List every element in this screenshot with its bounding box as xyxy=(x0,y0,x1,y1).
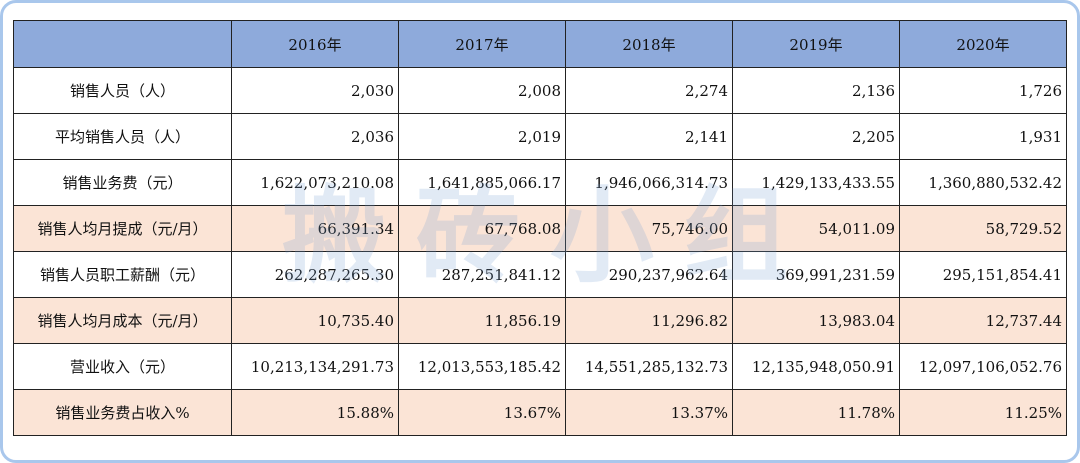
row-label: 销售人员（人） xyxy=(13,67,232,114)
table-cell: 15.88% xyxy=(231,389,399,436)
row-label: 销售人均月提成（元/月） xyxy=(13,205,232,252)
table-row: 销售人员职工薪酬（元） 262,287,265.30 287,251,841.1… xyxy=(13,251,1067,298)
table-row: 销售业务费（元） 1,622,073,210.08 1,641,885,066.… xyxy=(13,159,1067,206)
table-cell: 13.37% xyxy=(565,389,733,436)
table-cell: 54,011.09 xyxy=(732,205,900,252)
header-year-2018: 2018年 xyxy=(565,20,733,68)
row-label: 销售人员职工薪酬（元） xyxy=(13,251,232,298)
table-cell: 2,008 xyxy=(398,67,566,114)
row-label: 销售业务费（元） xyxy=(13,159,232,206)
table-row: 销售人均月提成（元/月） 66,391.34 67,768.08 75,746.… xyxy=(13,205,1067,252)
header-year-2019: 2019年 xyxy=(732,20,900,68)
table-cell: 10,213,134,291.73 xyxy=(231,343,399,390)
table-cell: 14,551,285,132.73 xyxy=(565,343,733,390)
table-cell: 295,151,854.41 xyxy=(899,251,1067,298)
data-table: 2016年 2017年 2018年 2019年 2020年 销售人员（人） 2,… xyxy=(13,20,1067,436)
table-cell: 1,726 xyxy=(899,67,1067,114)
table-cell: 10,735.40 xyxy=(231,297,399,344)
table-cell: 290,237,962.64 xyxy=(565,251,733,298)
table-cell: 12,737.44 xyxy=(899,297,1067,344)
table-cell: 75,746.00 xyxy=(565,205,733,252)
table-cell: 262,287,265.30 xyxy=(231,251,399,298)
row-label: 销售人均月成本（元/月） xyxy=(13,297,232,344)
table-cell: 12,013,553,185.42 xyxy=(398,343,566,390)
table-cell: 12,135,948,050.91 xyxy=(732,343,900,390)
table-cell: 2,030 xyxy=(231,67,399,114)
table-cell: 58,729.52 xyxy=(899,205,1067,252)
table-cell: 13,983.04 xyxy=(732,297,900,344)
header-year-2020: 2020年 xyxy=(899,20,1067,68)
table-cell: 2,141 xyxy=(565,113,733,160)
table-cell: 2,136 xyxy=(732,67,900,114)
table-cell: 2,274 xyxy=(565,67,733,114)
table-cell: 2,205 xyxy=(732,113,900,160)
table-cell: 369,991,231.59 xyxy=(732,251,900,298)
table-row: 平均销售人员（人） 2,036 2,019 2,141 2,205 1,931 xyxy=(13,113,1067,160)
table-row: 营业收入（元） 10,213,134,291.73 12,013,553,185… xyxy=(13,343,1067,390)
table-cell: 1,429,133,433.55 xyxy=(732,159,900,206)
header-row: 2016年 2017年 2018年 2019年 2020年 xyxy=(13,20,1067,68)
table-cell: 11,296.82 xyxy=(565,297,733,344)
table-cell: 11.78% xyxy=(732,389,900,436)
table-cell: 1,641,885,066.17 xyxy=(398,159,566,206)
row-label: 平均销售人员（人） xyxy=(13,113,232,160)
header-year-2016: 2016年 xyxy=(231,20,399,68)
header-corner-cell xyxy=(13,20,232,68)
header-year-2017: 2017年 xyxy=(398,20,566,68)
table-cell: 11,856.19 xyxy=(398,297,566,344)
table-cell: 67,768.08 xyxy=(398,205,566,252)
table-row: 销售人员（人） 2,030 2,008 2,274 2,136 1,726 xyxy=(13,67,1067,114)
table-cell: 2,036 xyxy=(231,113,399,160)
table-row: 销售人均月成本（元/月） 10,735.40 11,856.19 11,296.… xyxy=(13,297,1067,344)
table-cell: 1,946,066,314.73 xyxy=(565,159,733,206)
table-row: 销售业务费占收入% 15.88% 13.67% 13.37% 11.78% 11… xyxy=(13,389,1067,436)
table-cell: 287,251,841.12 xyxy=(398,251,566,298)
table-cell: 1,622,073,210.08 xyxy=(231,159,399,206)
table-cell: 66,391.34 xyxy=(231,205,399,252)
table-cell: 13.67% xyxy=(398,389,566,436)
table-cell: 12,097,106,052.76 xyxy=(899,343,1067,390)
table-cell: 1,931 xyxy=(899,113,1067,160)
row-label: 营业收入（元） xyxy=(13,343,232,390)
table-cell: 11.25% xyxy=(899,389,1067,436)
table-cell: 2,019 xyxy=(398,113,566,160)
table-cell: 1,360,880,532.42 xyxy=(899,159,1067,206)
row-label: 销售业务费占收入% xyxy=(13,389,232,436)
